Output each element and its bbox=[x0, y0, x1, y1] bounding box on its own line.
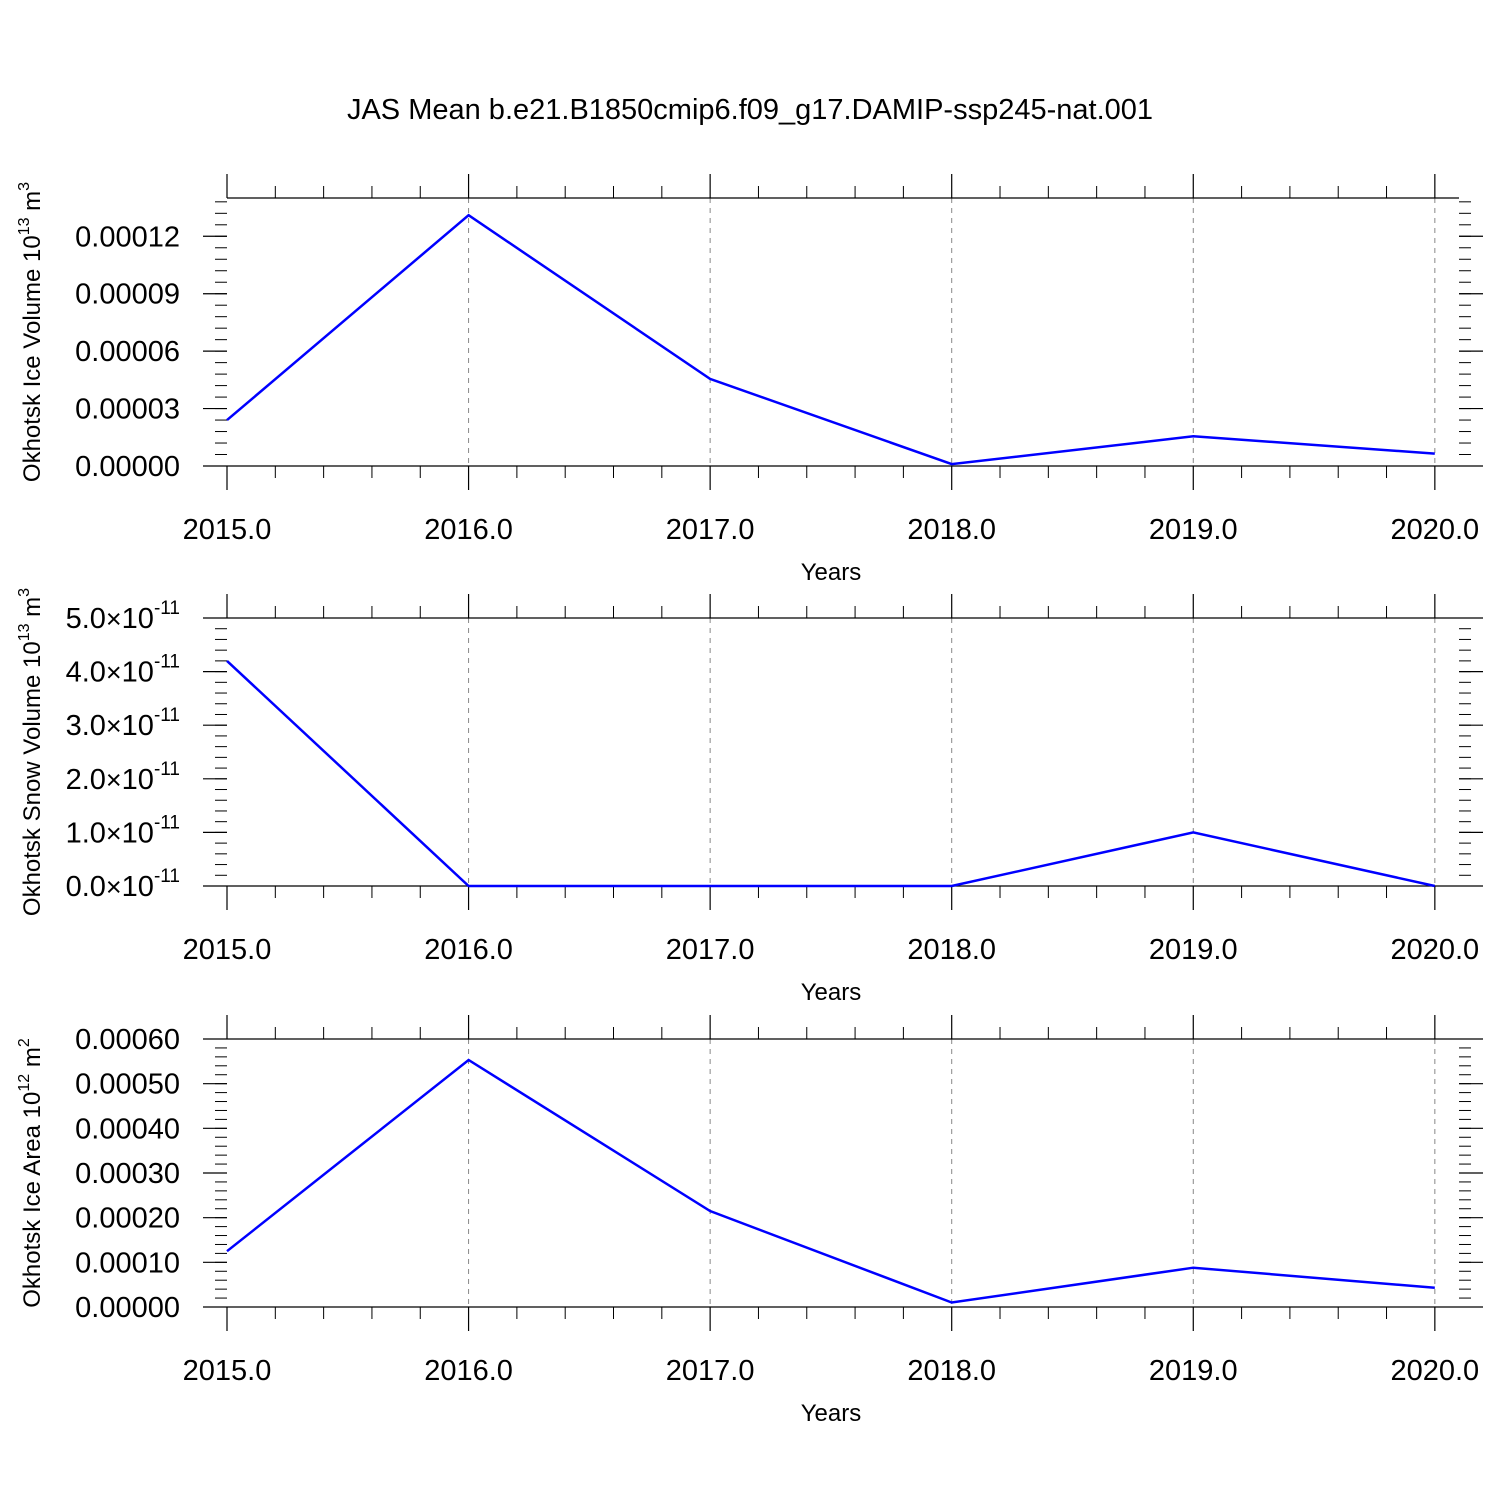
panel2-y-tick-label: 2.0×10-11 bbox=[66, 759, 180, 796]
panel3-y-tick-label: 0.00040 bbox=[75, 1113, 180, 1145]
panel3-x-tick-label: 2015.0 bbox=[183, 1355, 272, 1387]
panel2-y-tick-label: 0.0×10-11 bbox=[66, 866, 180, 903]
panel3-x-tick-label: 2018.0 bbox=[907, 1355, 996, 1387]
panel1-x-tick-label: 2018.0 bbox=[907, 514, 996, 546]
panel3-y-tick-label: 0.00010 bbox=[75, 1247, 180, 1279]
panel2-x-axis-label: Years bbox=[801, 979, 862, 1006]
panel1-y-axis-label: Okhotsk Ice Volume 1013 m3 bbox=[16, 182, 46, 482]
panel2-x-tick-label: 2015.0 bbox=[183, 934, 272, 966]
panel3-y-tick-label: 0.00030 bbox=[75, 1158, 180, 1190]
panel3-y-tick-label: 0.00050 bbox=[75, 1069, 180, 1101]
panel2-x-tick-label: 2017.0 bbox=[666, 934, 755, 966]
panel2-x-tick-label: 2016.0 bbox=[424, 934, 513, 966]
panel3-x-tick-label: 2016.0 bbox=[424, 1355, 513, 1387]
chart-title: JAS Mean b.e21.B1850cmip6.f09_g17.DAMIP-… bbox=[346, 94, 1154, 126]
panel2-y-tick-label: 3.0×10-11 bbox=[66, 705, 180, 742]
panel2-x-tick-label: 2019.0 bbox=[1149, 934, 1238, 966]
panel1-x-axis-label: Years bbox=[801, 559, 862, 586]
panel1-x-tick-label: 2020.0 bbox=[1390, 514, 1479, 546]
panel1-y-tick-label: 0.00006 bbox=[75, 336, 180, 368]
panel1-x-tick-label: 2015.0 bbox=[183, 514, 272, 546]
panel3-y-tick-label: 0.00060 bbox=[75, 1024, 180, 1056]
panel3-series-line bbox=[226, 1058, 1435, 1304]
panel3-y-tick-label: 0.00020 bbox=[75, 1203, 180, 1235]
panel2-x-tick-label: 2018.0 bbox=[907, 934, 996, 966]
panel1-x-tick-label: 2017.0 bbox=[666, 514, 755, 546]
panel1-y-tick-label: 0.00012 bbox=[75, 221, 180, 253]
panel2-series-line bbox=[226, 659, 1436, 888]
panel2-x-tick-label: 2020.0 bbox=[1390, 934, 1479, 966]
panel1-x-tick-label: 2019.0 bbox=[1149, 514, 1238, 546]
panel3-x-tick-label: 2017.0 bbox=[666, 1355, 755, 1387]
panel2-y-axis-label: Okhotsk Snow Volume 1013 m3 bbox=[16, 588, 46, 916]
panel1-x-tick-label: 2016.0 bbox=[424, 514, 513, 546]
panel3-y-tick-label: 0.00000 bbox=[75, 1292, 180, 1324]
panel3-x-axis-label: Years bbox=[801, 1400, 862, 1427]
panel1-y-tick-label: 0.00000 bbox=[75, 451, 180, 483]
panel2-y-tick-label: 4.0×10-11 bbox=[66, 652, 180, 689]
panel3-x-tick-label: 2020.0 bbox=[1390, 1355, 1479, 1387]
panel3-x-tick-label: 2019.0 bbox=[1149, 1355, 1238, 1387]
panel2-y-tick-label: 5.0×10-11 bbox=[66, 598, 180, 635]
panel1-series-line bbox=[226, 213, 1435, 466]
panel1-y-tick-label: 0.00009 bbox=[75, 279, 180, 311]
panel1-y-tick-label: 0.00003 bbox=[75, 394, 180, 426]
panel2-y-tick-label: 1.0×10-11 bbox=[66, 812, 180, 849]
panel3-y-axis-label: Okhotsk Ice Area 1012 m2 bbox=[16, 1038, 46, 1308]
